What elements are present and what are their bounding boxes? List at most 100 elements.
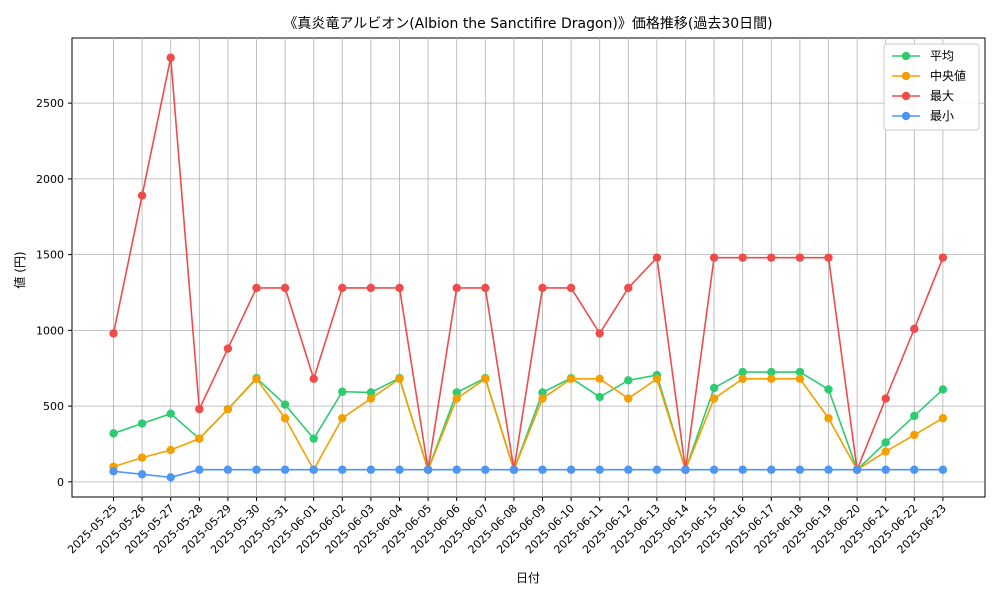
- data-point: [423, 465, 433, 474]
- y-tick-label: 500: [43, 400, 64, 413]
- data-point: [109, 467, 118, 476]
- data-point: [452, 465, 461, 474]
- data-point: [738, 465, 747, 474]
- series-line: [112, 57, 944, 473]
- legend-swatch-marker: [901, 111, 911, 121]
- data-point: [366, 388, 376, 397]
- data-point: [709, 465, 719, 474]
- x-axis: 2025-05-252025-05-262025-05-272025-05-28…: [65, 497, 949, 556]
- data-point: [709, 253, 719, 262]
- data-point: [252, 283, 261, 293]
- data-point: [938, 385, 948, 394]
- chart-title: 《真炎竜アルビオン(Albion the Sanctifire Dragon)》…: [283, 15, 772, 32]
- y-tick-label: 0: [57, 476, 64, 489]
- data-point: [509, 465, 519, 474]
- data-point: [624, 465, 633, 474]
- data-point: [910, 324, 919, 334]
- data-point: [624, 283, 633, 293]
- data-point: [166, 473, 175, 482]
- data-point: [338, 465, 347, 474]
- data-point: [366, 283, 376, 293]
- data-point: [280, 465, 290, 474]
- data-point: [166, 445, 175, 455]
- data-point: [166, 53, 175, 62]
- y-tick-label: 2000: [36, 173, 64, 186]
- data-point: [452, 283, 461, 293]
- data-point: [481, 465, 490, 474]
- data-point: [767, 374, 776, 384]
- data-point: [338, 414, 347, 423]
- data-point: [195, 434, 204, 443]
- data-point: [252, 374, 261, 384]
- data-point: [824, 465, 833, 474]
- data-point: [137, 453, 147, 462]
- data-point: [366, 465, 376, 474]
- data-point: [280, 400, 290, 409]
- data-point: [566, 283, 576, 293]
- legend-swatch-marker: [901, 91, 911, 101]
- data-point: [137, 419, 147, 428]
- data-point: [280, 414, 290, 423]
- data-point: [767, 465, 776, 474]
- series-1: [109, 374, 948, 474]
- data-point: [395, 465, 404, 474]
- data-point: [852, 465, 862, 474]
- data-point: [338, 387, 347, 396]
- data-point: [538, 388, 547, 397]
- series-line: [113, 377, 944, 473]
- data-point: [309, 374, 318, 384]
- data-point: [452, 394, 461, 403]
- series-line: [113, 468, 943, 479]
- legend-label: 最小: [930, 109, 954, 123]
- data-point: [938, 414, 948, 423]
- data-point: [767, 253, 776, 262]
- data-point: [166, 409, 175, 418]
- data-point: [910, 430, 919, 440]
- data-point: [624, 376, 633, 385]
- data-point: [795, 374, 805, 384]
- legend-label: 最大: [930, 89, 954, 103]
- legend-swatch-marker: [901, 51, 911, 61]
- data-point: [137, 191, 147, 200]
- data-point: [795, 367, 805, 377]
- data-point: [652, 465, 662, 474]
- data-point: [223, 404, 233, 414]
- data-point: [624, 394, 633, 403]
- data-point: [709, 383, 719, 393]
- data-point: [338, 283, 347, 293]
- series-3: [109, 465, 948, 482]
- data-point: [366, 394, 376, 403]
- data-point: [652, 374, 662, 384]
- y-axis: 0 500 1000 1500 2000 2500: [36, 97, 72, 489]
- data-point: [452, 388, 461, 397]
- data-point: [738, 367, 747, 377]
- data-point: [824, 414, 833, 423]
- grid-lines: [72, 38, 985, 497]
- data-point: [395, 374, 404, 384]
- data-point: [910, 411, 919, 421]
- data-point: [309, 434, 318, 443]
- data-point: [223, 344, 233, 353]
- data-point: [481, 374, 490, 384]
- data-point: [652, 253, 662, 262]
- data-point: [824, 253, 833, 262]
- data-point: [109, 329, 118, 338]
- data-point: [223, 465, 233, 474]
- data-point: [566, 374, 576, 384]
- data-point: [252, 465, 261, 474]
- legend-label: 中央値: [930, 68, 966, 83]
- series-2: [109, 53, 948, 474]
- y-tick-label: 1000: [36, 324, 64, 337]
- data-point: [824, 385, 833, 394]
- data-point: [538, 283, 547, 293]
- series-line: [113, 371, 944, 473]
- data-point: [881, 438, 890, 447]
- data-point: [595, 392, 604, 402]
- data-point: [881, 394, 890, 403]
- data-point: [767, 367, 776, 377]
- data-point: [795, 253, 805, 262]
- data-point: [938, 465, 948, 474]
- data-point: [595, 465, 604, 474]
